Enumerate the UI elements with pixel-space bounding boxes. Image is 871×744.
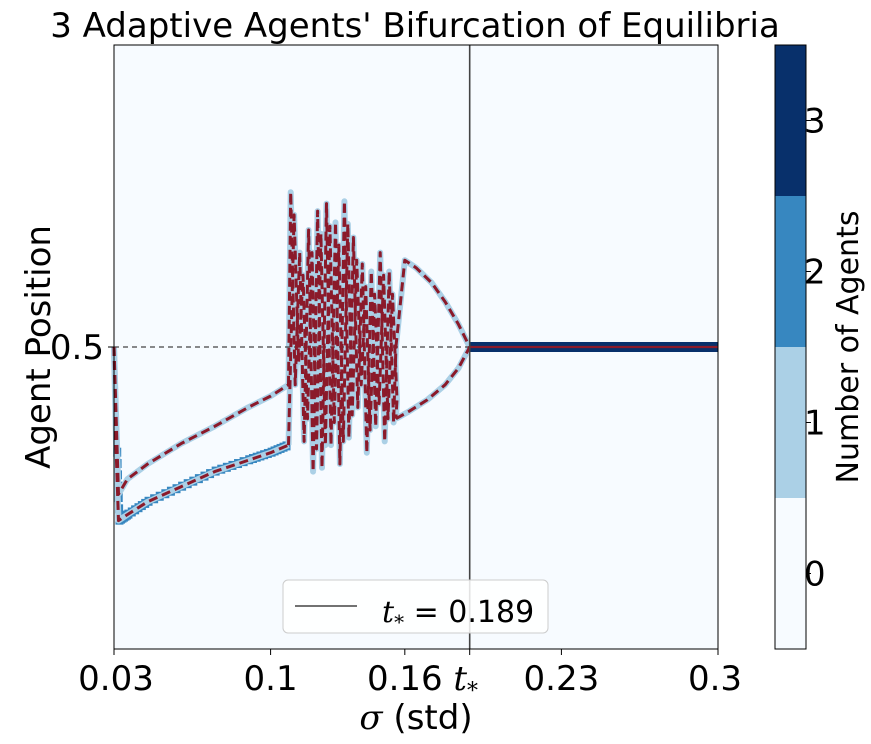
axes: 0.03 0.1 0.16 0.23 0.3t*0.5 (50, 328, 742, 704)
colorbar-segment (775, 45, 806, 196)
x-tick-label: 0.03 (78, 659, 154, 699)
y-axis-label: Agent Position (19, 225, 59, 469)
legend[interactable]: t* = 0.189 (282, 579, 549, 634)
colorbar-segment (775, 498, 806, 649)
colorbar-tick-label: 2 (804, 253, 826, 293)
pitchfork-upper-branch (394, 258, 472, 348)
legend-entry-value: = 0.189 (404, 595, 534, 630)
legend-entry-symbol: t (382, 595, 395, 630)
legend-entry-label: t* = 0.189 (382, 595, 534, 634)
critical-subscript: * (467, 679, 478, 704)
colorbar-tick-label: 0 (804, 555, 826, 595)
upper-equilibrium-branch (112, 346, 290, 496)
x-axis-label-symbol: σ (359, 698, 383, 738)
plot-area (111, 44, 719, 650)
legend-box (282, 579, 549, 634)
lower-equilibrium-branch (112, 346, 290, 523)
x-tick-label-critical: t* (453, 659, 478, 704)
colorbar-tick-label: 1 (804, 404, 826, 444)
critical-symbol: t (453, 659, 467, 699)
colorbar-segment (775, 347, 806, 498)
equilibrium-curves (112, 45, 718, 649)
x-tick-label: 0.16 (367, 659, 443, 699)
pitchfork-lower-branch (395, 346, 472, 421)
x-tick-label: 0.1 (244, 659, 298, 699)
colorbar-label: Number of Agents (831, 211, 866, 484)
colorbar-segment (775, 196, 806, 347)
x-axis-label-text: (std) (383, 698, 473, 738)
x-axis-label: σ (std) (359, 698, 472, 738)
colorbar: 0 1 2 3 (774, 44, 826, 650)
legend-entry-subscript: * (394, 610, 404, 634)
chart-title: 3 Adaptive Agents' Bifurcation of Equili… (50, 6, 780, 46)
colorbar-frame (774, 44, 807, 650)
x-tick-label: 0.23 (524, 659, 600, 699)
y-tick-label: 0.5 (50, 328, 104, 368)
colorbar-tick-label: 3 (804, 102, 826, 142)
oscillation-branch-b (287, 213, 399, 451)
x-tick-label: 0.3 (688, 659, 742, 699)
